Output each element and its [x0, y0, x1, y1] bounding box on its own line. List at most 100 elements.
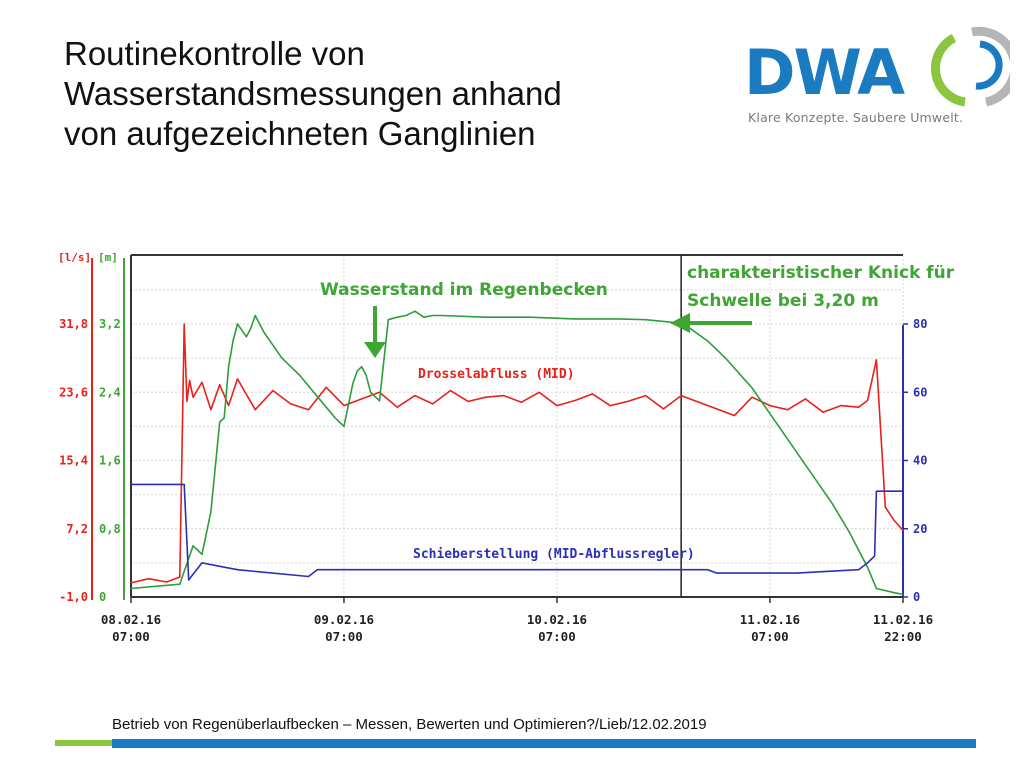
drosselabfluss-line-point: [343, 404, 345, 407]
drosselabfluss-line-point: [449, 389, 452, 392]
wasserstand-line-point: [414, 310, 416, 312]
schieberstellung-line-point: [236, 569, 239, 571]
drosselabfluss-line-point: [188, 379, 191, 382]
right-tick-label: 60: [913, 385, 927, 399]
dwa-logo-ring-icon: [930, 26, 1010, 107]
wasserstand-line-point: [440, 314, 443, 317]
schieberstellung-line-point: [707, 569, 709, 571]
wasserstand-line-point: [831, 502, 833, 504]
wasserstand-line-point: [378, 400, 381, 402]
drosselabfluss-line-point: [290, 403, 292, 405]
wasserstand-line-point: [707, 340, 709, 342]
annotation-wasserstand: Wasserstand im Regenbecken: [320, 280, 608, 300]
drosselabfluss-line-point: [165, 581, 168, 583]
schieberstellung-line-point: [188, 579, 190, 581]
footer-bar-green: [55, 740, 112, 746]
wasserstand-line-point: [902, 593, 904, 596]
wasserstand-line-point: [432, 314, 434, 317]
schieberstellung-line-point: [183, 483, 185, 485]
wasserstand-line-point: [361, 366, 363, 368]
drosselabfluss-line-point: [307, 409, 310, 411]
level-tick-label: 0,8: [99, 522, 121, 536]
drosselabfluss-line-point: [662, 408, 665, 410]
wasserstand-line-point: [387, 319, 389, 321]
schieberstellung-line-point: [316, 569, 318, 571]
wasserstand-line-point: [356, 370, 358, 372]
drosselabfluss-line-point: [219, 384, 221, 386]
schieberstellung-line-point: [902, 490, 904, 492]
x-tick-date: 10.02.16: [527, 612, 587, 627]
drosselabfluss-line: [130, 323, 904, 584]
x-tick-time: 07:00: [112, 629, 150, 644]
flow-tick-label: 15,4: [59, 454, 88, 468]
footer-bar-blue: [112, 739, 976, 748]
wasserstand-line-point: [343, 425, 345, 427]
drosselabfluss-line-point: [210, 409, 212, 411]
flow-tick-label: 23,6: [59, 385, 88, 399]
drosselabfluss-line-point: [183, 323, 185, 325]
drosselabfluss-line-point: [201, 381, 203, 383]
right-tick-label: 40: [913, 454, 927, 468]
drosselabfluss-line-point: [893, 519, 895, 522]
wasserstand-line-point: [250, 327, 252, 329]
wasserstand-line-point: [396, 316, 398, 318]
schieberstellung-line-point: [201, 562, 203, 564]
wasserstand-line-point: [334, 417, 336, 419]
right-tick-label: 80: [913, 317, 927, 331]
wasserstand-line-point: [254, 314, 256, 317]
wasserstand-line-point: [574, 318, 576, 320]
title-line-2: Wasserstandsmessungen anhand: [64, 75, 562, 112]
schieberstellung-line: [131, 483, 903, 581]
drosselabfluss-line-point: [432, 403, 434, 405]
annotation-knick: charakteristischer Knick für Schwelle be…: [687, 259, 954, 315]
knick-arrow-head-icon: [670, 313, 690, 333]
wasserstand-line-point: [618, 318, 620, 320]
wasserstand-line-point: [232, 340, 234, 342]
wasserstand-line-point: [298, 374, 301, 376]
wasserstand-line-point: [751, 387, 753, 389]
schieberstellung-line-point: [219, 565, 221, 567]
x-tick-time: 22:00: [884, 629, 922, 644]
wasserstand-line-point: [245, 336, 247, 338]
wasserstand-line-point: [875, 587, 877, 590]
schieberstellung-line-point: [795, 572, 798, 574]
wasserstand-line-point: [281, 357, 283, 359]
x-tick-date: 09.02.16: [314, 612, 374, 627]
wasserstand-line-point: [316, 395, 318, 398]
drosselabfluss-line-point: [716, 408, 718, 410]
wasserstand-line-point: [219, 421, 221, 423]
right-tick-label: 0: [913, 590, 920, 604]
flow-tick-label: 31,8: [59, 317, 88, 331]
wasserstand-line-point: [866, 566, 869, 568]
wasserstand-line-point: [369, 391, 372, 393]
wasserstand-line-point: [893, 592, 895, 594]
slide-title: Routinekontrolle von Wasserstandsmessung…: [64, 34, 704, 154]
drosselabfluss-line-point: [645, 394, 647, 397]
drosselabfluss-line-point: [179, 576, 181, 578]
wasserstand-line-point: [485, 316, 487, 318]
schieberstellung-line-point: [485, 569, 487, 571]
schieberstellung-line-point: [396, 569, 398, 571]
drosselabfluss-line-point: [396, 406, 398, 408]
drosselabfluss-line-point: [325, 386, 327, 388]
chart-axes: [91, 258, 908, 603]
drosselabfluss-line-point: [236, 378, 239, 380]
drosselabfluss-line-point: [733, 414, 736, 417]
drosselabfluss-line-point: [503, 394, 505, 397]
drosselabfluss-line-point: [680, 394, 682, 397]
footer-text: Betrieb von Regenüberlaufbecken – Messen…: [112, 716, 707, 733]
drosselabfluss-line-point: [698, 401, 700, 403]
drosselabfluss-line-point: [840, 404, 842, 407]
wasserstand-line-point: [192, 545, 194, 547]
x-tick-time: 07:00: [538, 629, 576, 644]
wasserstand-line-point: [365, 374, 367, 376]
dwa-logo: DWA: [744, 26, 1010, 109]
annotation-knick-line-1: charakteristischer Knick für: [687, 263, 955, 283]
x-tick-time: 07:00: [325, 629, 363, 644]
wasserstand-line-point: [804, 464, 806, 466]
level-tick-label: 1,6: [99, 454, 121, 468]
drosselabfluss-line-point: [186, 400, 188, 403]
wasserstand-line-point: [130, 587, 132, 590]
drosselabfluss-line-point: [787, 409, 789, 411]
